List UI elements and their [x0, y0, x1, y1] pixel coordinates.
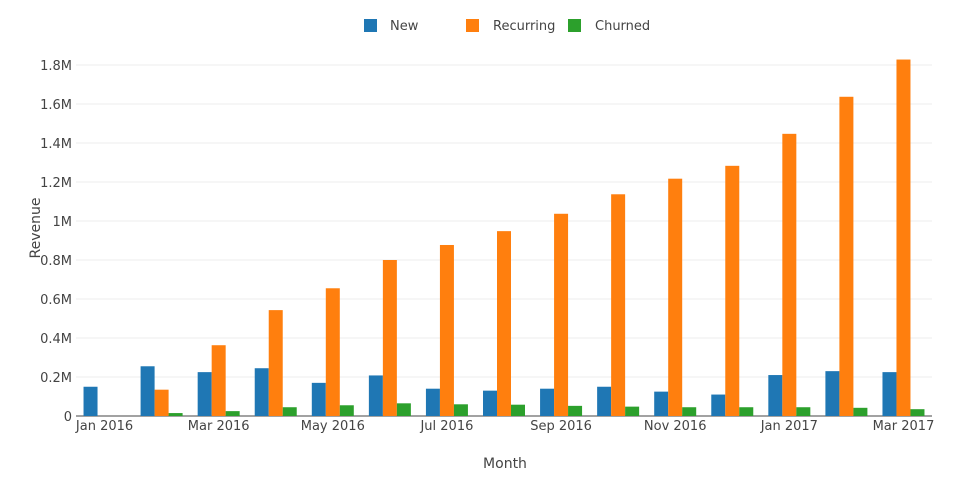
legend-swatch-churned	[568, 19, 581, 32]
bar-churned-aug-2016	[511, 404, 525, 416]
bar-recurring-oct-2016	[611, 194, 626, 416]
bar-new-jan-2017	[768, 375, 783, 416]
y-tick-label: 1M	[53, 215, 73, 230]
bar-recurring-dec-2016	[725, 165, 740, 416]
bar-churned-jul-2016	[453, 404, 468, 416]
legend-label-recurring: Recurring	[493, 19, 555, 34]
bar-new-oct-2016	[597, 386, 612, 416]
bar-recurring-feb-2016	[154, 389, 169, 416]
legend-label-new: New	[390, 19, 419, 34]
y-tick-label: 0.2M	[40, 371, 72, 386]
y-tick-label: 0	[64, 410, 72, 425]
bar-recurring-jun-2016	[382, 260, 397, 416]
x-tick-label: Jan 2016	[75, 419, 133, 434]
x-tick-label: Jul 2016	[419, 419, 473, 434]
bar-recurring-aug-2016	[497, 231, 511, 416]
bar-churned-sep-2016	[568, 405, 583, 416]
bar-recurring-may-2016	[325, 288, 340, 416]
x-tick-label: Mar 2016	[188, 419, 250, 434]
bar-new-aug-2016	[483, 390, 497, 416]
x-tick-label: Nov 2016	[644, 419, 707, 434]
bar-churned-nov-2016	[682, 407, 697, 416]
bar-new-mar-2016	[197, 372, 212, 417]
bar-recurring-feb-2017	[839, 96, 854, 416]
y-tick-label: 0.4M	[40, 332, 72, 347]
bar-new-mar-2017	[882, 372, 897, 417]
bar-new-nov-2016	[654, 391, 669, 417]
bar-churned-jun-2016	[396, 403, 411, 416]
bar-churned-mar-2017	[910, 409, 925, 416]
x-tick-label: Sep 2016	[530, 419, 592, 434]
x-axis-title: Month	[483, 456, 527, 472]
bar-recurring-apr-2016	[268, 310, 283, 416]
bar-churned-feb-2016	[168, 413, 183, 416]
x-axis-ticks: Jan 2016 Mar 2016 May 2016 Jul 2016 Sep 2016…	[75, 419, 934, 434]
bar-new-jun-2016	[368, 375, 383, 416]
y-tick-label: 0.8M	[40, 254, 72, 269]
bar-churned-may-2016	[339, 405, 354, 416]
y-tick-label: 0.6M	[40, 293, 72, 308]
legend-swatch-new	[364, 19, 377, 32]
bar-recurring-mar-2016	[211, 345, 226, 416]
bar-churned-dec-2016	[739, 407, 754, 416]
bar-new-jan-2016	[83, 386, 98, 416]
legend-swatch-recurring	[466, 19, 479, 32]
y-axis-ticks: 0 0.2M 0.4M 0.6M 0.8M 1M 1.2M 1.4M 1.6M 1.8M	[40, 59, 72, 425]
legend: New Recurring Churned	[364, 19, 650, 34]
bar-new-feb-2017	[825, 371, 840, 416]
bar-new-jul-2016	[425, 388, 440, 416]
bar-recurring-jul-2016	[439, 244, 454, 416]
bar-churned-oct-2016	[625, 406, 640, 416]
bar-churned-feb-2017	[853, 407, 868, 416]
y-tick-label: 1.6M	[40, 98, 72, 113]
bar-new-sep-2016	[540, 388, 555, 416]
x-tick-label: Jan 2017	[760, 419, 818, 434]
bar-new-feb-2016	[140, 366, 155, 416]
bar-churned-jan-2017	[796, 407, 811, 416]
bar-new-may-2016	[311, 382, 326, 416]
legend-label-churned: Churned	[595, 19, 650, 34]
y-tick-label: 1.4M	[40, 137, 72, 152]
bar-churned-mar-2016	[225, 411, 240, 417]
y-axis-title: Revenue	[28, 198, 44, 259]
bar-recurring-sep-2016	[554, 213, 569, 416]
bars	[83, 59, 925, 417]
bar-new-apr-2016	[254, 368, 269, 416]
x-tick-label: Mar 2017	[873, 419, 935, 434]
bar-recurring-mar-2017	[896, 59, 911, 416]
x-tick-label: May 2016	[301, 419, 365, 434]
bar-recurring-nov-2016	[668, 178, 683, 416]
y-tick-label: 1.8M	[40, 59, 72, 74]
y-tick-label: 1.2M	[40, 176, 72, 191]
bar-churned-apr-2016	[282, 407, 297, 416]
bar-recurring-jan-2017	[782, 133, 797, 416]
bar-new-dec-2016	[711, 394, 726, 416]
